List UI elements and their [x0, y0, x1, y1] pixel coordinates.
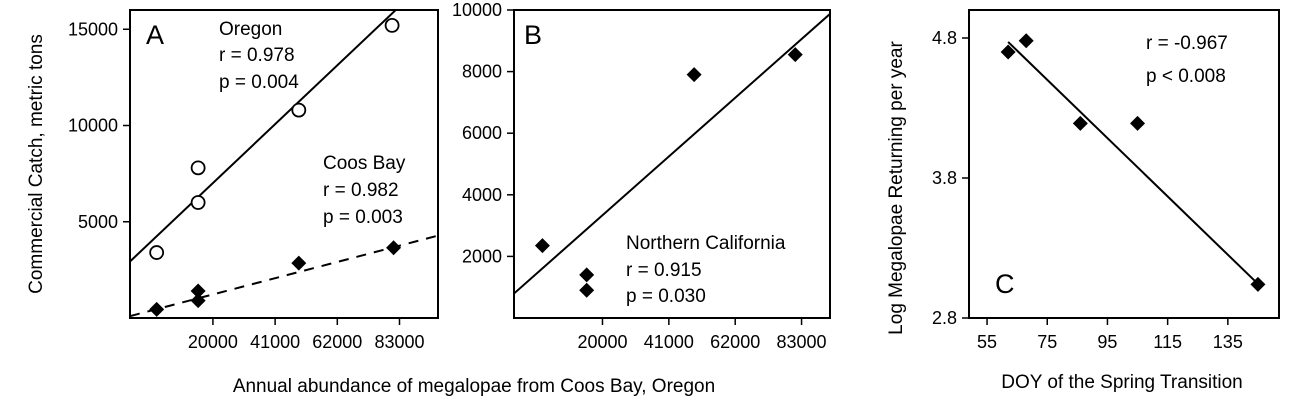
- panel-b-y-tick-label-0: 2000: [462, 246, 502, 266]
- panel-b-y-tick-label-3: 8000: [462, 62, 502, 82]
- panel-c-series-0-point-0: [1000, 44, 1016, 60]
- panel-c-r-stat: r = -0.967: [1146, 33, 1228, 54]
- panel-a-series-1-point-4: [386, 240, 402, 256]
- panel-a-series-0-point-1: [190, 195, 206, 210]
- panel-c-ylabel: Log Megalopae Returning per year: [886, 41, 907, 335]
- coos-bay-p-stat: p = 0.003: [323, 207, 403, 228]
- panel-b-y-tick-label-2: 6000: [462, 123, 502, 143]
- panel-c-x-tick-label-3: 115: [1153, 332, 1182, 352]
- oregon-p-stat: p = 0.004: [219, 72, 299, 93]
- panel-a-x-tick-label-2: 62000: [312, 332, 362, 352]
- panel-b-letter: B: [524, 20, 542, 50]
- panel-a-series-0-fit-line: [130, 10, 398, 263]
- panel-c-x-tick-label-4: 135: [1213, 332, 1243, 352]
- panel-b-x-tick-label-3: 83000: [777, 332, 827, 352]
- panel-b-x-tick-label-1: 41000: [644, 332, 694, 352]
- panel-c-y-tick-label-2: 4.8: [932, 28, 957, 48]
- panel-a-y-tick-label-2: 15000: [68, 19, 118, 39]
- northern-california-p-stat: p = 0.030: [626, 286, 706, 307]
- panel-a-y-tick-label-1: 10000: [68, 116, 118, 136]
- panel-c-series-0-point-2: [1072, 115, 1088, 131]
- panel-a-series-1-point-0: [149, 301, 165, 317]
- panel-a-letter: A: [146, 20, 164, 50]
- panel-c-series-0-point-4: [1250, 276, 1266, 292]
- panel-a-series-0-point-2: [190, 160, 206, 176]
- panel-b-series-0-point-1: [579, 267, 595, 283]
- panel-c-series-0-point-1: [1018, 33, 1034, 49]
- panel-a-series-1-point-1: [190, 293, 206, 309]
- panel-a-frame: [129, 9, 439, 319]
- panel-a-ylabel: Commercial Catch, metric tons: [26, 34, 47, 294]
- panel-a-x-tick-label-1: 41000: [250, 332, 300, 352]
- panel-c: C Log Megalopae Returning per year DOY o…: [886, 9, 1280, 393]
- panel-a-series-1-point-2: [190, 283, 206, 299]
- panel-b-series-0-point-3: [686, 67, 702, 83]
- panel-b-frame: [513, 9, 831, 319]
- panel-c-y-tick-label-0: 2.8: [932, 308, 957, 328]
- panel-c-letter: C: [995, 269, 1015, 299]
- panel-a-series-0-point-4: [384, 17, 400, 33]
- panel-c-y-tick-label-1: 3.8: [932, 168, 957, 188]
- panel-a-series-0-point-0: [149, 245, 165, 260]
- oregon-series-label: Oregon: [219, 19, 282, 40]
- panel-a: A Commercial Catch, metric tons Oregon r…: [26, 9, 439, 352]
- northern-california-series-label: Northern California: [626, 233, 786, 254]
- shared-x-axis-label: Annual abundance of megalopae from Coos …: [233, 376, 715, 397]
- panel-b-y-tick-label-4: 10000: [452, 0, 502, 20]
- panel-c-p-stat: p < 0.008: [1146, 66, 1226, 87]
- panel-a-y-tick-label-0: 5000: [78, 212, 118, 232]
- panel-a-x-tick-label-3: 83000: [374, 332, 424, 352]
- panel-c-x-tick-label-1: 75: [1037, 332, 1057, 352]
- panel-b-series-0-fit-line: [514, 13, 830, 295]
- panel-b-y-tick-label-1: 4000: [462, 185, 502, 205]
- panel-b-series-0-point-0: [534, 238, 550, 254]
- panel-a-series-1-point-3: [291, 255, 307, 271]
- panel-c-x-tick-label-0: 55: [977, 332, 997, 352]
- panel-a-x-tick-label-0: 20000: [188, 332, 238, 352]
- panel-c-series-0-fit-line: [1007, 41, 1256, 282]
- panel-b-series-0-point-2: [579, 282, 595, 298]
- panel-b-x-tick-label-0: 20000: [577, 332, 627, 352]
- coos-bay-series-label: Coos Bay: [323, 153, 406, 174]
- panel-b-series-0-point-4: [787, 47, 803, 63]
- panel-c-series-0-point-3: [1130, 115, 1146, 131]
- panel-c-x-tick-label-2: 95: [1097, 332, 1117, 352]
- panel-a-series-0-point-3: [291, 102, 307, 118]
- panel-c-xlabel: DOY of the Spring Transition: [1001, 372, 1243, 393]
- panel-c-frame: [968, 9, 1280, 319]
- panel-b: B Northern California r = 0.915 p = 0.03…: [452, 0, 831, 352]
- northern-california-r-stat: r = 0.915: [626, 260, 702, 281]
- panel-b-x-tick-label-2: 62000: [710, 332, 760, 352]
- oregon-r-stat: r = 0.978: [219, 45, 295, 66]
- coos-bay-r-stat: r = 0.982: [323, 180, 399, 201]
